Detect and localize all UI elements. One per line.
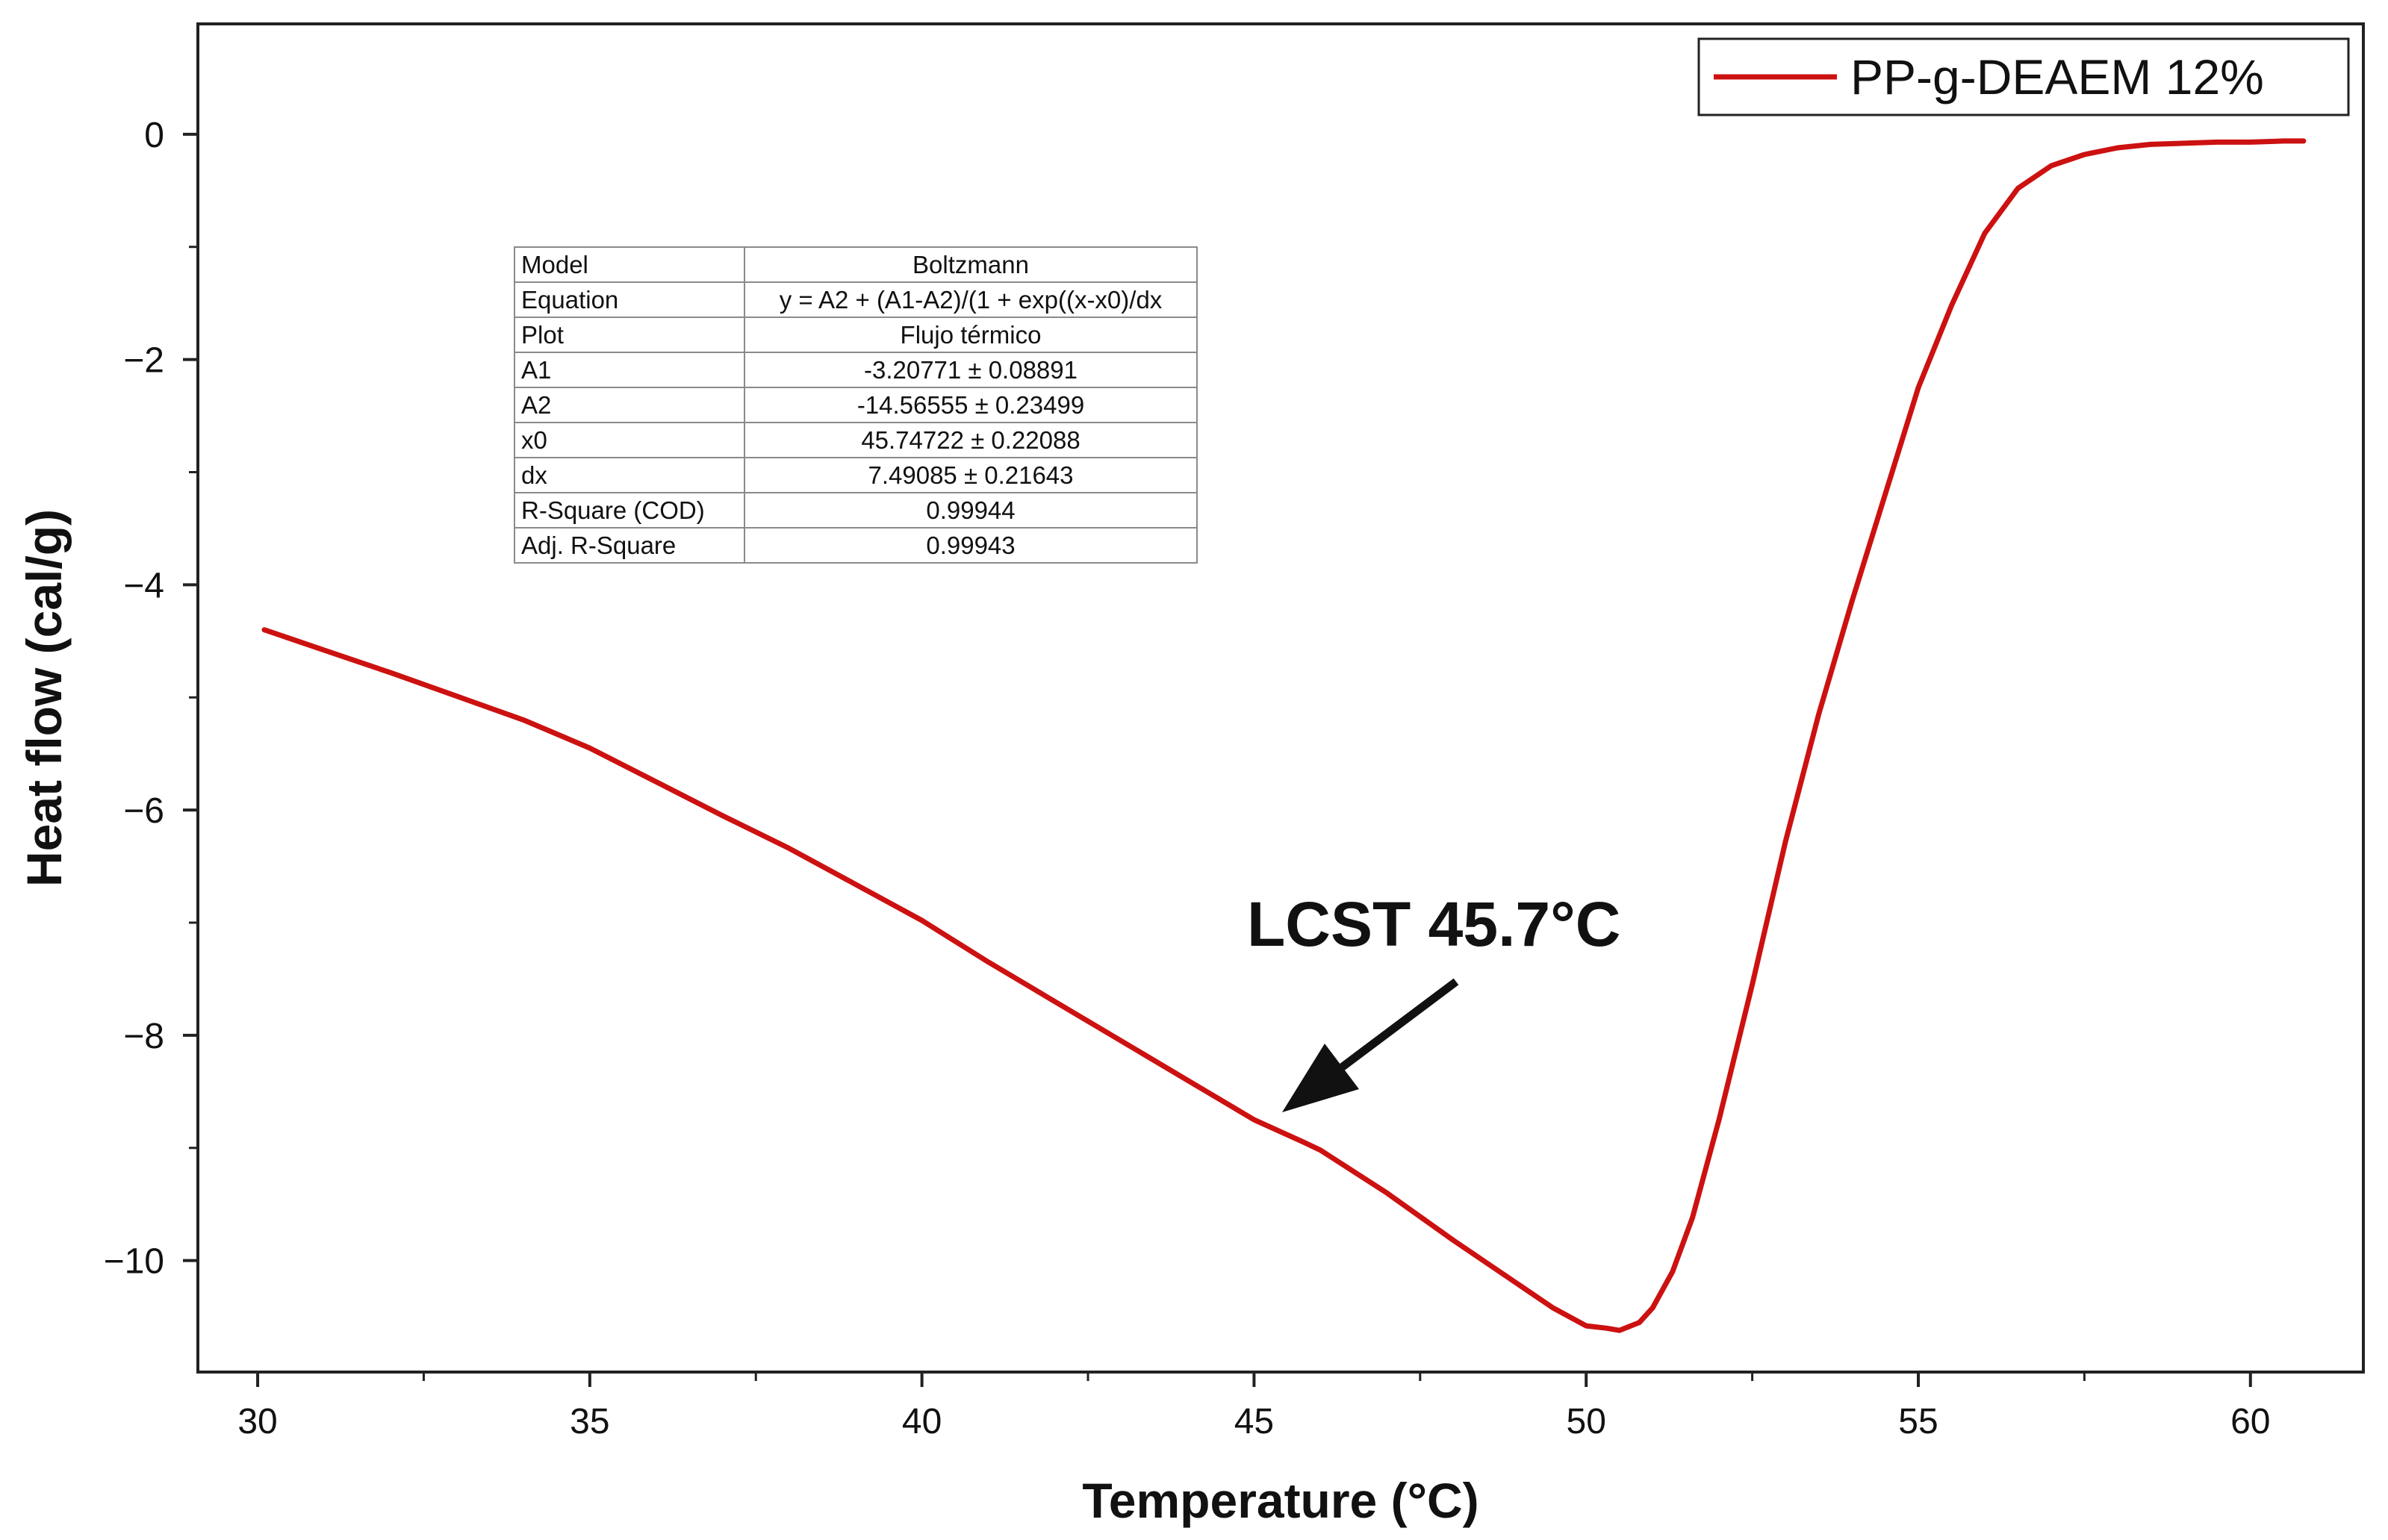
fit-results-table: Model Boltzmann Equation y = A2 + (A1-A2)/… <box>514 246 1198 564</box>
row-value: -3.20771 ± 0.08891 <box>744 352 1198 388</box>
row-label: Equation <box>514 281 745 318</box>
y-axis-ticks: 0 −2 −4 −6 −8 −10 <box>104 116 198 1282</box>
table-row: Adj. R-Square 0.99943 <box>514 527 1198 564</box>
series-line <box>261 138 2307 1333</box>
lcst-annotation: LCST 45.7°C <box>1247 889 1620 1112</box>
table-row: x0 45.74722 ± 0.22088 <box>514 422 1198 458</box>
row-value: 0.99943 <box>744 527 1198 564</box>
row-value: 7.49085 ± 0.21643 <box>744 457 1198 493</box>
plot-frame <box>196 22 2365 1374</box>
table-row: dx 7.49085 ± 0.21643 <box>514 457 1198 493</box>
x-tick-label: 45 <box>1234 1402 1274 1441</box>
annotation-arrowhead <box>1282 1044 1359 1112</box>
row-value: -14.56555 ± 0.23499 <box>744 387 1198 423</box>
table-row: R-Square (COD) 0.99944 <box>514 492 1198 529</box>
row-value: 45.74722 ± 0.22088 <box>744 422 1198 458</box>
table-row: Model Boltzmann <box>514 246 1198 283</box>
row-label: R-Square (COD) <box>514 492 745 529</box>
row-value: Flujo térmico <box>744 317 1198 353</box>
row-value: 0.99944 <box>744 492 1198 529</box>
x-tick-label: 55 <box>1898 1402 1938 1441</box>
y-tick-label: −6 <box>123 791 164 831</box>
table-row: Equation y = A2 + (A1-A2)/(1 + exp((x-x0)… <box>514 281 1198 318</box>
y-axis-title: Heat flow (cal/g) <box>16 509 72 887</box>
annotation-label: LCST 45.7°C <box>1247 889 1620 959</box>
x-axis-title: Temperature (°C) <box>1082 1473 1478 1528</box>
table-row: A2 -14.56555 ± 0.23499 <box>514 387 1198 423</box>
row-label: Model <box>514 246 745 283</box>
legend-label: PP-g-DEAEM 12% <box>1850 49 2264 105</box>
y-tick-label: −4 <box>123 566 164 605</box>
annotation-arrow-shaft <box>1334 978 1459 1075</box>
row-label: A1 <box>514 352 745 388</box>
row-value: y = A2 + (A1-A2)/(1 + exp((x-x0)/dx <box>744 281 1198 318</box>
row-label: dx <box>514 457 745 493</box>
table-row: Plot Flujo térmico <box>514 317 1198 353</box>
row-label: Adj. R-Square <box>514 527 745 564</box>
row-value: Boltzmann <box>744 246 1198 283</box>
x-tick-label: 35 <box>570 1402 609 1441</box>
series-layer <box>261 138 2307 1333</box>
x-tick-label: 40 <box>902 1402 942 1441</box>
y-tick-label: 0 <box>144 116 164 155</box>
legend: PP-g-DEAEM 12% <box>1697 37 2350 116</box>
x-tick-label: 60 <box>2230 1402 2270 1441</box>
x-tick-label: 50 <box>1567 1402 1606 1441</box>
row-label: A2 <box>514 387 745 423</box>
x-axis-ticks: 30 35 40 45 50 55 60 <box>237 1372 2270 1441</box>
x-tick-label: 30 <box>237 1402 277 1441</box>
y-tick-label: −8 <box>123 1017 164 1056</box>
row-label: Plot <box>514 317 745 353</box>
y-tick-label: −2 <box>123 341 164 381</box>
row-label: x0 <box>514 422 745 458</box>
y-tick-label: −10 <box>104 1242 164 1282</box>
table-row: A1 -3.20771 ± 0.08891 <box>514 352 1198 388</box>
